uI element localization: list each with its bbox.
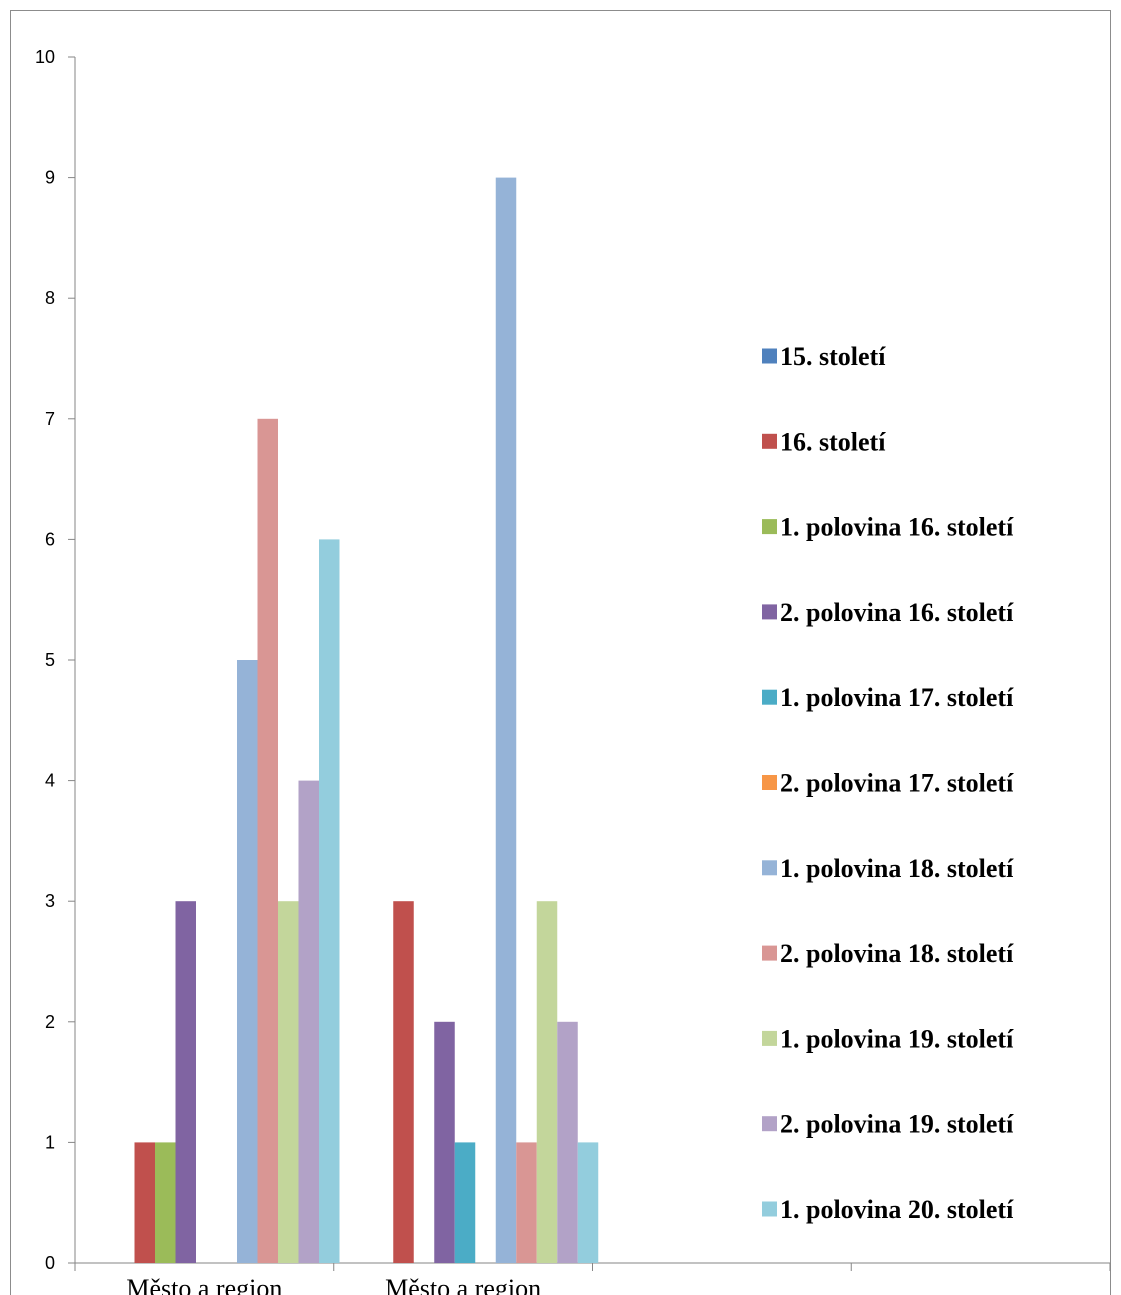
bar [393, 901, 414, 1263]
bar [134, 1142, 155, 1263]
y-tick-label: 3 [45, 891, 55, 911]
bar [257, 418, 278, 1263]
bar [495, 177, 517, 1264]
bar [175, 901, 196, 1263]
y-tick-label: 0 [45, 1253, 55, 1273]
legend-label: 2. polovina 17. století [780, 769, 1014, 798]
legend-label: 1. polovina 20. století [780, 1195, 1014, 1224]
legend: 15. století 16. století 1. polovina 16. st… [762, 342, 1014, 1224]
y-tick-label: 10 [35, 47, 55, 67]
legend-label: 2. polovina 16. století [780, 598, 1014, 627]
legend-label: 1. polovina 17. století [780, 683, 1014, 712]
bar [557, 1021, 578, 1263]
y-tick-label: 5 [45, 650, 55, 670]
y-tick-label: 9 [45, 168, 55, 188]
y-tick-label: 1 [45, 1132, 55, 1152]
legend-label: 16. století [780, 427, 886, 456]
y-tick-label: 7 [45, 409, 55, 429]
legend-swatch [762, 348, 777, 364]
legend-label: 2. polovina 19. století [780, 1110, 1014, 1139]
y-tick-label: 2 [45, 1012, 55, 1032]
legend-swatch [762, 604, 777, 620]
bar [577, 1142, 599, 1263]
legend-label: 1. polovina 16. století [780, 513, 1014, 542]
bar [434, 1021, 455, 1263]
legend-swatch [762, 1201, 777, 1217]
legend-label: 1. polovina 18. století [780, 854, 1014, 883]
legend-swatch [762, 519, 777, 535]
y-tick-label: 6 [45, 529, 55, 549]
bar [319, 539, 340, 1263]
legend-label: 15. století [780, 342, 886, 371]
legend-label: 2. polovina 18. století [780, 939, 1014, 968]
bar [536, 901, 558, 1263]
bar [278, 901, 299, 1263]
x-category-label: Město a region [385, 1274, 541, 1295]
legend-swatch [762, 945, 777, 961]
legend-swatch [762, 1116, 777, 1132]
legend-swatch [762, 689, 777, 705]
legend-swatch [762, 433, 777, 449]
y-tick-label: 4 [45, 771, 55, 791]
x-category-label: Město a region [126, 1274, 282, 1295]
bar [516, 1142, 537, 1263]
bar [298, 780, 319, 1263]
legend-swatch [762, 860, 777, 876]
bar [155, 1142, 176, 1263]
legend-label: 1. polovina 19. století [780, 1024, 1014, 1053]
bar [237, 660, 258, 1263]
y-tick-label: 8 [45, 288, 55, 308]
bar [454, 1142, 476, 1263]
legend-swatch [762, 1030, 777, 1046]
legend-swatch [762, 775, 777, 790]
